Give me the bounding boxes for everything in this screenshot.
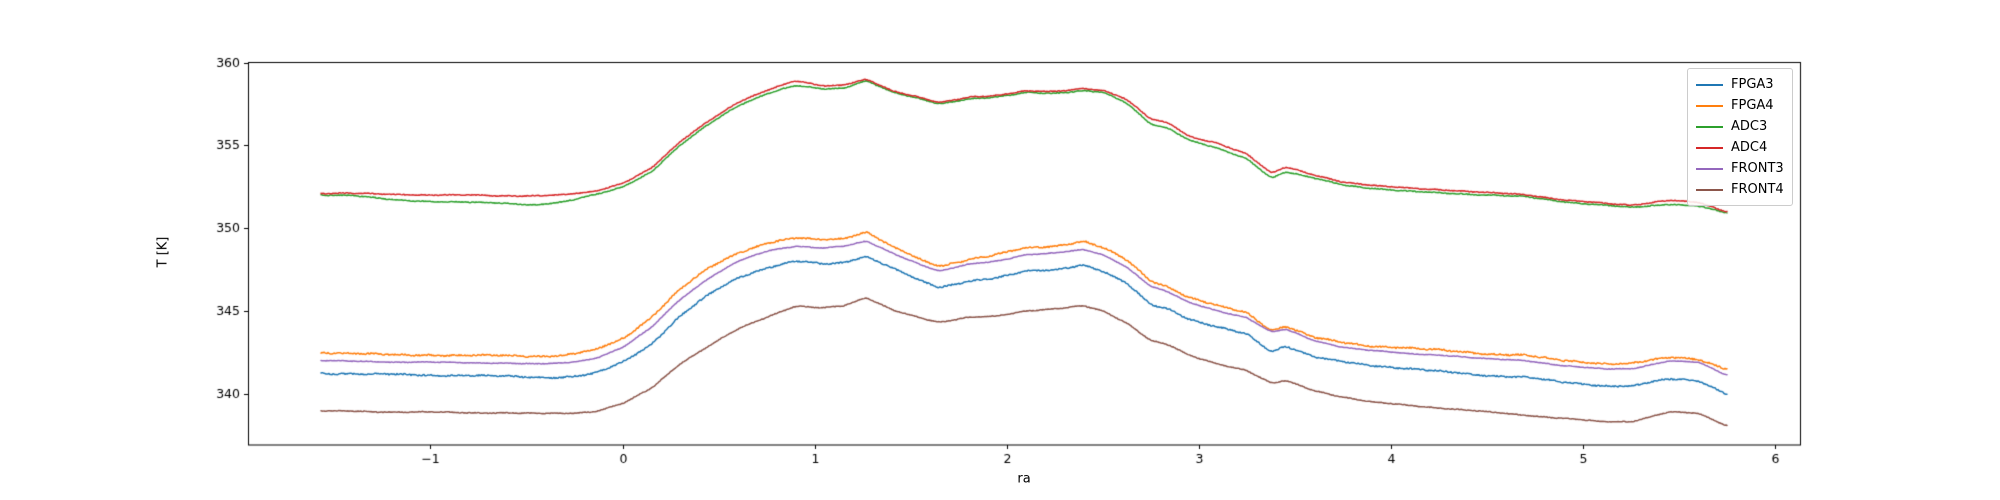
legend-item-front3: FRONT3 bbox=[1696, 158, 1784, 179]
legend-label: ADC3 bbox=[1731, 119, 1768, 134]
x-axis-label: ra bbox=[1017, 471, 1031, 487]
legend-label: FPGA4 bbox=[1731, 98, 1774, 113]
legend-line-sample bbox=[1696, 146, 1723, 149]
legend-item-fpga3: FPGA3 bbox=[1696, 74, 1784, 95]
legend-line-sample bbox=[1696, 83, 1723, 86]
y-axis-label: T [K] bbox=[155, 236, 171, 268]
legend-label: FRONT3 bbox=[1731, 161, 1784, 176]
legend-line-sample bbox=[1696, 125, 1723, 128]
legend-item-adc4: ADC4 bbox=[1696, 137, 1784, 158]
legend-line-sample bbox=[1696, 188, 1723, 191]
legend-label: ADC4 bbox=[1731, 140, 1768, 155]
legend-label: FRONT4 bbox=[1731, 182, 1784, 197]
legend-label: FPGA3 bbox=[1731, 77, 1774, 92]
legend-item-adc3: ADC3 bbox=[1696, 116, 1784, 137]
legend-item-fpga4: FPGA4 bbox=[1696, 95, 1784, 116]
legend: FPGA3 FPGA4 ADC3 ADC4 FRONT3 FRONT4 bbox=[1687, 68, 1793, 206]
legend-item-front4: FRONT4 bbox=[1696, 179, 1784, 200]
legend-line-sample bbox=[1696, 167, 1723, 170]
legend-line-sample bbox=[1696, 104, 1723, 107]
